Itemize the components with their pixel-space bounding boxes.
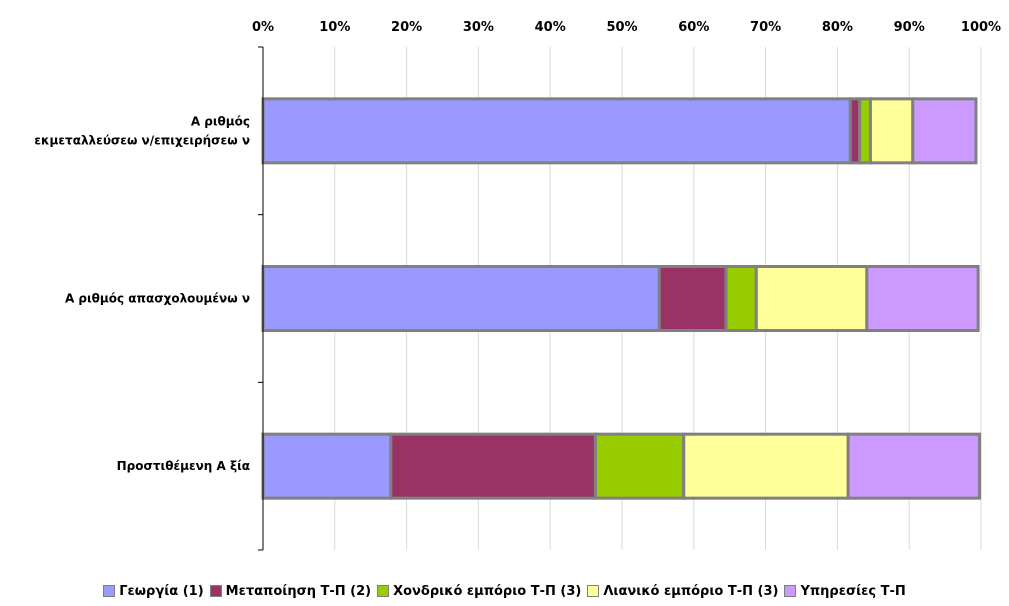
- x-tick-label: 0%: [252, 20, 274, 35]
- x-tick-label: 20%: [391, 20, 422, 35]
- x-tick-label: 10%: [319, 20, 350, 35]
- legend-item: Λιανικό εμπόριο Τ-Π (3): [587, 584, 778, 599]
- legend-item: Μεταποίηση Τ-Π (2): [209, 583, 372, 599]
- bars: [261, 97, 982, 500]
- legend-swatch: [587, 585, 600, 597]
- bar-segment: [868, 97, 915, 165]
- category-labels: Α ριθμός εκμεταλλεύσεω ν/επιχειρήσεω ν Α ρ…: [34, 114, 250, 473]
- stacked-bar-chart: 0% 10% 20% 30% 40% 50% 60% 70% 80% 90% 100% Α ριθμ…: [34, 20, 1001, 551]
- bar-segment: [724, 265, 758, 332]
- legend-label: Υπηρεσίες Τ-Π: [800, 583, 906, 599]
- bar-segment: [911, 97, 978, 165]
- bar-segment: [261, 432, 393, 500]
- legend-item: Υπηρεσίες Τ-Π: [784, 583, 906, 599]
- x-tick-label: 30%: [463, 20, 494, 35]
- bar-segment: [389, 432, 597, 500]
- bar-segment: [865, 265, 980, 332]
- legend-swatch: [209, 585, 222, 597]
- x-tick-label: 100%: [961, 20, 1001, 35]
- bar-segment: [657, 265, 728, 332]
- legend-swatch: [377, 585, 390, 597]
- x-tick-label: 50%: [606, 20, 637, 35]
- x-tick-label: 40%: [535, 20, 566, 35]
- legend-item: Χονδρικό εμπόριο Τ-Π (3): [377, 584, 581, 599]
- legend-label: Γεωργία (1): [119, 583, 204, 599]
- bar-segment: [261, 265, 661, 332]
- x-axis-tick-labels: 0% 10% 20% 30% 40% 50% 60% 70% 80% 90% 100%: [252, 20, 1001, 35]
- legend: Γεωργία (1) Μεταποίηση Τ-Π (2) Χονδρικό εμ…: [0, 580, 1009, 602]
- bar-segment: [846, 432, 982, 500]
- y-axis: [258, 46, 264, 551]
- category-label: Α ριθμός απασχολουμένω ν: [65, 292, 250, 306]
- bar-segment: [593, 432, 686, 500]
- legend-item: Γεωργία (1): [103, 583, 204, 599]
- legend-swatch: [103, 585, 116, 597]
- category-label: Προστιθέμενη Α ξία: [117, 459, 250, 473]
- legend-label: Λιανικό εμπόριο Τ-Π (3): [603, 583, 779, 599]
- bar-segment: [858, 97, 872, 165]
- legend-label: Μεταποίηση Τ-Π (2): [225, 583, 372, 599]
- category-label: Α ριθμός: [191, 114, 250, 128]
- x-tick-label: 70%: [750, 20, 781, 35]
- bar-segment: [261, 97, 852, 165]
- category-label: εκμεταλλεύσεω ν/επιχειρήσεω ν: [34, 133, 250, 147]
- legend-swatch: [784, 585, 797, 597]
- bar-segment: [682, 432, 850, 500]
- x-tick-label: 60%: [678, 20, 709, 35]
- x-tick-label: 90%: [894, 20, 925, 35]
- legend-label: Χονδρικό εμπόριο Τ-Π (3): [393, 583, 582, 599]
- x-tick-label: 80%: [822, 20, 853, 35]
- bar-segment: [754, 265, 869, 332]
